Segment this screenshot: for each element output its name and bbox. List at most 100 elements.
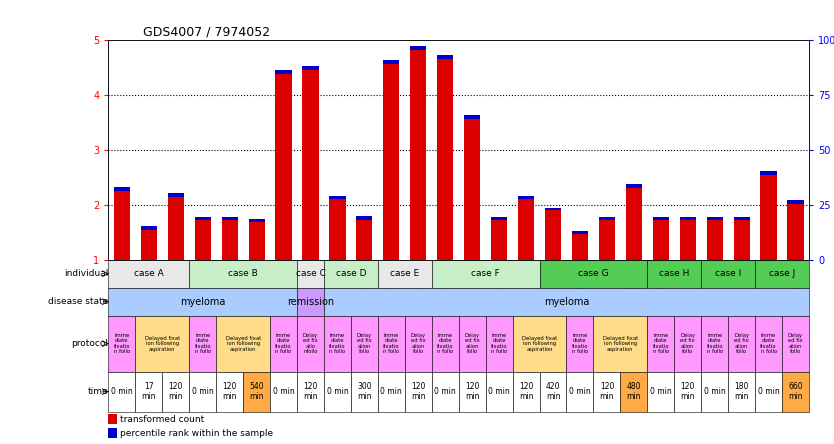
Bar bbox=[647, 316, 674, 372]
Text: Delay
ed fix
ation
follo: Delay ed fix ation follo bbox=[734, 333, 749, 354]
Bar bbox=[701, 372, 728, 412]
Bar bbox=[324, 260, 378, 288]
Text: 120
min: 120 min bbox=[304, 382, 318, 401]
Bar bbox=[216, 316, 270, 372]
Bar bbox=[324, 288, 809, 316]
Bar bbox=[701, 260, 755, 288]
Text: 0 min: 0 min bbox=[380, 387, 402, 396]
Text: 0 min: 0 min bbox=[111, 387, 133, 396]
Bar bbox=[113, 187, 130, 191]
Text: individual: individual bbox=[64, 269, 108, 278]
Bar bbox=[270, 316, 297, 372]
Text: 120
min: 120 min bbox=[411, 382, 425, 401]
Text: 120
min: 120 min bbox=[223, 382, 237, 401]
Text: Delayed fixat
ion following
aspiration: Delayed fixat ion following aspiration bbox=[225, 336, 261, 352]
Bar bbox=[356, 216, 373, 220]
Text: Delay
ed fix
ation
follo: Delay ed fix ation follo bbox=[465, 333, 480, 354]
Text: 660
min: 660 min bbox=[788, 382, 803, 401]
Bar bbox=[566, 372, 594, 412]
Bar bbox=[378, 372, 404, 412]
Text: case J: case J bbox=[769, 269, 795, 278]
Bar bbox=[572, 231, 588, 234]
Text: 420
min: 420 min bbox=[545, 382, 560, 401]
Bar bbox=[437, 59, 454, 260]
Bar bbox=[351, 316, 378, 372]
Bar bbox=[141, 226, 157, 230]
Bar bbox=[108, 414, 117, 424]
Text: case G: case G bbox=[578, 269, 609, 278]
Text: case H: case H bbox=[659, 269, 690, 278]
Bar bbox=[728, 316, 755, 372]
Text: Delay
ed fix
ation
follo: Delay ed fix ation follo bbox=[357, 333, 372, 354]
Bar bbox=[108, 428, 117, 438]
Bar bbox=[351, 372, 378, 412]
Bar bbox=[518, 196, 534, 199]
Bar bbox=[734, 217, 750, 220]
Text: imme
diate
fixatio
n follo: imme diate fixatio n follo bbox=[437, 333, 454, 354]
Bar bbox=[485, 372, 513, 412]
Text: imme
diate
fixatio
n follo: imme diate fixatio n follo bbox=[275, 333, 292, 354]
Bar bbox=[540, 372, 566, 412]
Text: imme
diate
fixatio
n follo: imme diate fixatio n follo bbox=[706, 333, 723, 354]
Bar bbox=[108, 260, 189, 288]
Text: Delay
ed fix
ation
follo: Delay ed fix ation follo bbox=[410, 333, 426, 354]
Bar bbox=[787, 204, 804, 260]
Bar bbox=[728, 372, 755, 412]
Bar bbox=[113, 191, 130, 260]
Bar bbox=[270, 372, 297, 412]
Bar bbox=[680, 217, 696, 220]
Bar bbox=[108, 372, 135, 412]
Bar bbox=[491, 220, 507, 260]
Bar bbox=[404, 316, 432, 372]
Bar bbox=[706, 217, 723, 220]
Text: remission: remission bbox=[287, 297, 334, 307]
Bar bbox=[189, 372, 216, 412]
Text: 0 min: 0 min bbox=[569, 387, 590, 396]
Bar bbox=[485, 316, 513, 372]
Text: case I: case I bbox=[715, 269, 741, 278]
Bar bbox=[189, 316, 216, 372]
Text: myeloma: myeloma bbox=[544, 297, 589, 307]
Bar bbox=[599, 220, 615, 260]
Text: imme
diate
fixatio
n follo: imme diate fixatio n follo bbox=[194, 333, 211, 354]
Bar bbox=[275, 70, 292, 74]
Bar bbox=[513, 316, 566, 372]
Text: protocol: protocol bbox=[72, 339, 108, 348]
Text: 540
min: 540 min bbox=[249, 382, 264, 401]
Bar bbox=[755, 260, 809, 288]
Bar bbox=[329, 199, 345, 260]
Bar bbox=[244, 372, 270, 412]
Bar bbox=[647, 372, 674, 412]
Bar bbox=[222, 217, 238, 220]
Bar bbox=[108, 316, 135, 372]
Text: Delay
ed fix
ation
follo: Delay ed fix ation follo bbox=[681, 333, 696, 354]
Text: 0 min: 0 min bbox=[327, 387, 349, 396]
Bar bbox=[761, 174, 776, 260]
Bar bbox=[787, 200, 804, 204]
Bar bbox=[356, 220, 373, 260]
Bar bbox=[384, 60, 399, 63]
Bar bbox=[222, 220, 238, 260]
Bar bbox=[249, 218, 264, 222]
Bar bbox=[459, 372, 485, 412]
Bar bbox=[782, 316, 809, 372]
Bar bbox=[135, 372, 163, 412]
Bar bbox=[303, 66, 319, 70]
Text: percentile rank within the sample: percentile rank within the sample bbox=[120, 429, 274, 438]
Bar bbox=[297, 260, 324, 288]
Bar bbox=[303, 70, 319, 260]
Bar bbox=[674, 372, 701, 412]
Bar bbox=[404, 372, 432, 412]
Bar bbox=[491, 217, 507, 220]
Bar bbox=[378, 316, 404, 372]
Text: case D: case D bbox=[335, 269, 366, 278]
Text: 0 min: 0 min bbox=[488, 387, 510, 396]
Bar bbox=[518, 199, 534, 260]
Bar bbox=[432, 372, 459, 412]
Bar bbox=[378, 260, 432, 288]
Bar bbox=[168, 197, 183, 260]
Bar bbox=[437, 56, 454, 59]
Bar bbox=[706, 220, 723, 260]
Text: 0 min: 0 min bbox=[435, 387, 456, 396]
Bar bbox=[620, 372, 647, 412]
